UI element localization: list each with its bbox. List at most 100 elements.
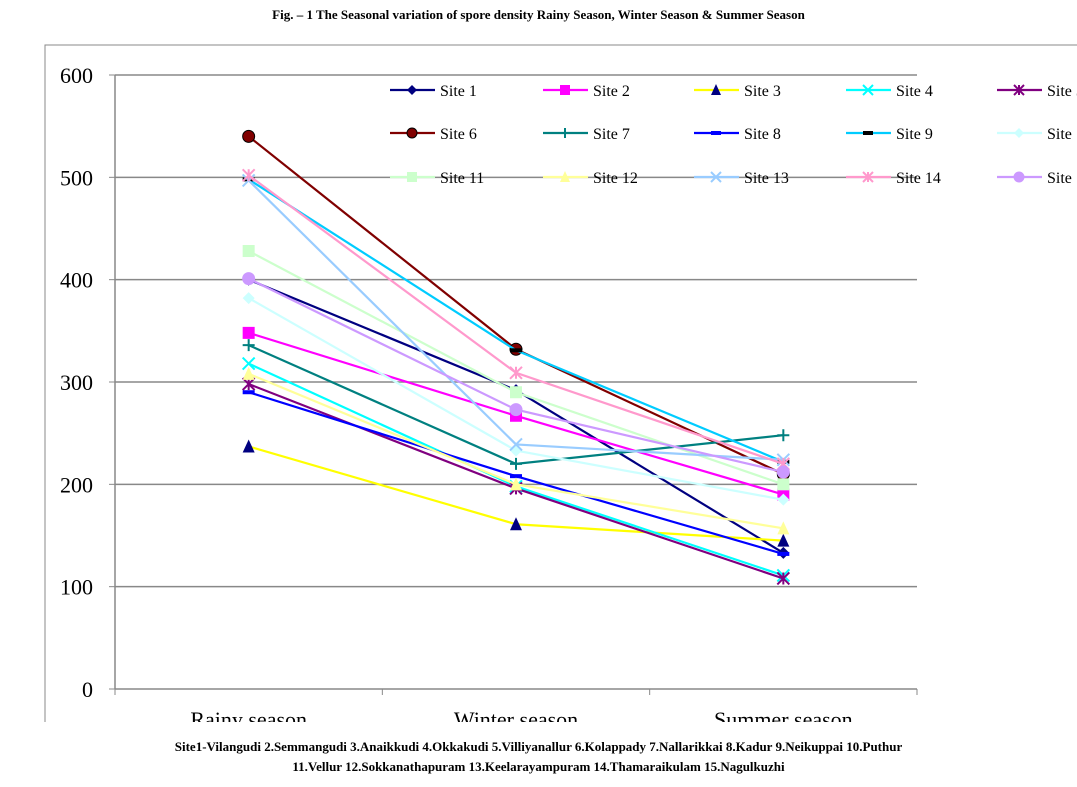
legend-item: Site 11 [390,170,484,187]
circle-marker [776,465,790,479]
legend-item: Site 7 [543,126,630,143]
legend-item: Site 3 [694,83,781,100]
caption-line-2: 11.Vellur 12.Sokkanathapuram 13.Keelaray… [292,759,785,774]
circle-marker [242,129,256,143]
legend-label: Site 7 [593,126,630,143]
star-marker [509,366,523,380]
circle-marker [1013,171,1025,183]
legend-item: Site 6 [390,126,477,143]
square-marker [242,245,255,258]
legend-label: Site 1 [440,83,477,100]
dash-marker [510,348,522,353]
triangle-marker [777,533,790,547]
triangle-marker [242,439,255,453]
chart-area: 0 100 200 300 400 500 600 Rainy season Winter se… [44,44,1077,722]
legend-item: Site 15 [997,170,1077,187]
x-marker [509,437,523,452]
legend-item: Site 5 [997,83,1077,100]
plus-marker [560,128,570,138]
square-marker [510,386,522,399]
star-marker [776,571,791,586]
legend-label: Site 3 [744,83,781,100]
legend-item: Site 8 [694,126,781,143]
square-marker [777,478,790,491]
legend-label: Site 10 [1047,126,1077,143]
diamond-marker [510,444,522,457]
series-12 [242,366,790,535]
y-tick-label: 500 [60,165,93,190]
plus-marker [777,429,790,442]
legend: Site 1 Site 2 Site 3 Site 4 Site 5 Site 6 Site… [390,83,1077,187]
y-tick-label: 100 [60,575,93,600]
circle-marker [406,127,418,139]
legend-item: Site 10 [997,126,1077,143]
legend-label: Site 9 [896,126,933,143]
dash-marker [510,474,522,479]
series-14 [241,168,791,471]
legend-label: Site 13 [744,170,789,187]
legend-item: Site 4 [846,83,933,100]
legend-item: Site 9 [846,126,933,143]
plus-marker [510,457,522,470]
series-line [247,135,784,476]
plus-marker [242,339,255,352]
star-marker [1013,84,1025,96]
x-marker [241,356,256,371]
legend-label: Site 6 [440,126,477,143]
legend-item: Site 14 [846,170,941,187]
x-marker [710,171,722,183]
star-marker [241,168,256,182]
y-tick-label: 600 [60,63,93,88]
square-marker [242,326,255,339]
legend-label: Site 12 [593,170,638,187]
legend-label: Site 8 [744,126,781,143]
diamond-marker [242,292,255,305]
dash-marker [711,131,721,135]
series-13 [241,173,791,467]
triangle-marker [510,517,522,531]
legend-label: Site 11 [440,170,484,187]
legend-label: Site 2 [593,83,630,100]
diamond-marker [407,85,417,95]
legend-label: Site 5 [1047,83,1077,100]
triangle-marker [560,171,570,182]
legend-item: Site 2 [543,83,630,100]
caption-line-1: Site1-Vilangudi 2.Semmangudi 3.Anaikkudi… [174,739,903,754]
diamond-marker [1014,128,1024,138]
diamond-marker [777,493,790,506]
triangle-marker [510,477,522,491]
y-tick-label: 300 [60,370,93,395]
dash-marker [242,390,255,395]
star-marker [862,171,874,183]
dash-marker [777,551,790,556]
circle-marker [242,272,256,286]
star-marker [241,377,256,391]
x-tick-label: Summer season [714,707,853,722]
legend-item: Site 13 [694,170,789,187]
x-tick-label: Rainy season [190,707,307,722]
legend-item: Site 1 [390,83,477,100]
chart-title: Fig. – 1 The Seasonal variation of spore… [272,7,805,22]
triangle-marker [242,366,255,380]
legend-item: Site 12 [543,170,638,187]
y-tick-label: 0 [82,677,93,702]
square-marker [407,172,417,182]
legend-label: Site 14 [896,170,941,187]
y-tick-label: 200 [60,472,93,497]
y-tick-label: 400 [60,268,93,293]
series-3 [242,439,790,547]
series-8 [242,390,790,556]
x-marker [862,84,874,96]
series-6 [242,129,790,481]
chart-border [44,44,1077,722]
line-chart: 0 100 200 300 400 500 600 Rainy season Winter se… [44,44,1077,722]
series-15 [242,272,790,479]
legend-label: Site 4 [896,83,933,100]
circle-marker [509,403,523,417]
triangle-marker [777,521,790,535]
x-tick-label: Winter season [454,707,578,722]
square-marker [560,85,570,95]
triangle-marker [711,84,721,95]
series-7 [242,339,790,470]
dash-marker [863,131,873,135]
